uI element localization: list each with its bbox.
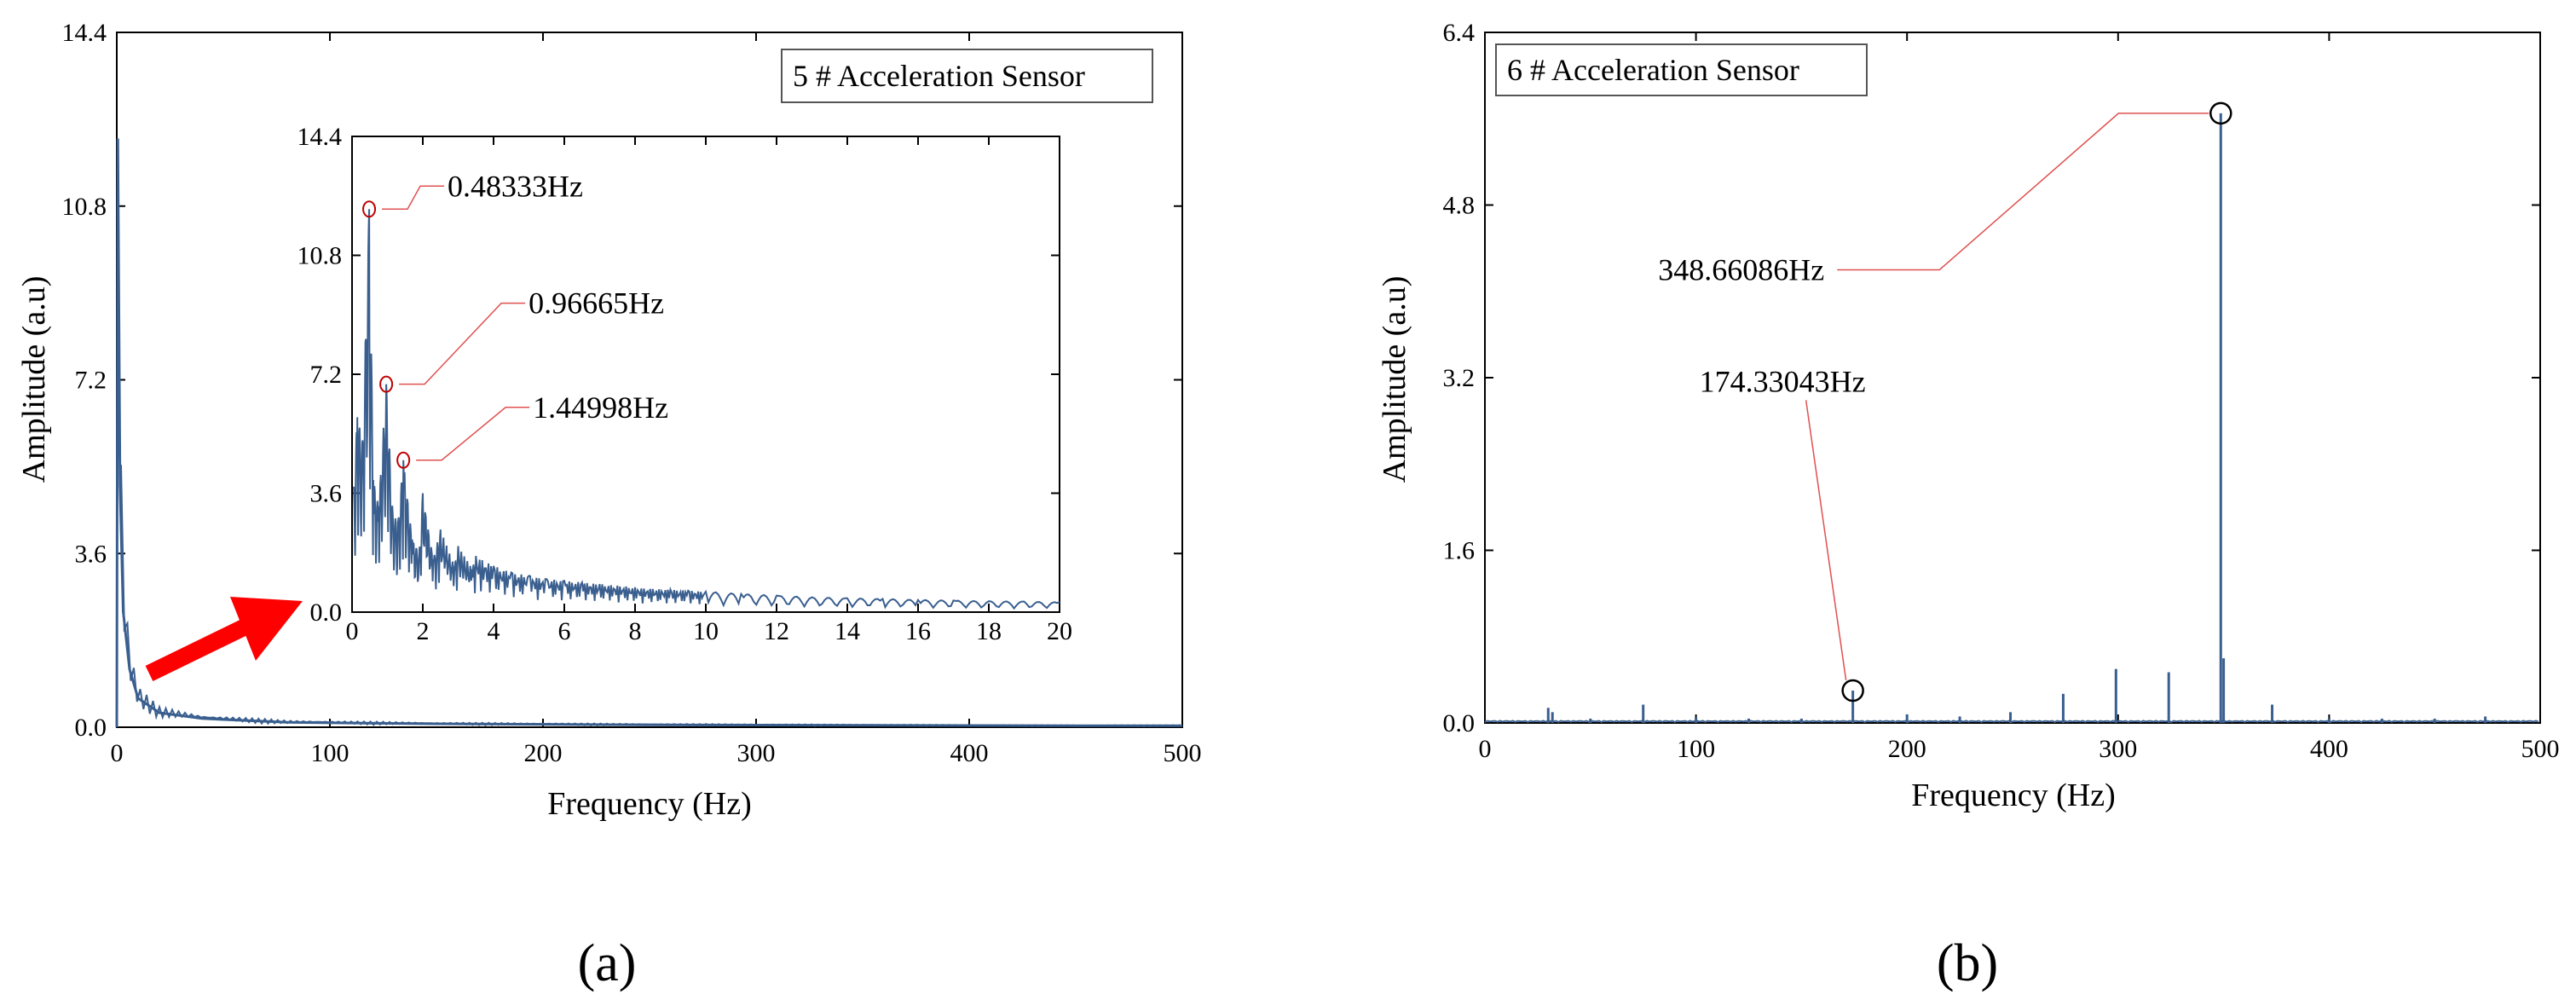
- panel-label-b: (b): [1937, 934, 1998, 992]
- inset-chart-a: 0 2 4 6 8 10 12 14 16 18 20 0.0 3.6 7.2 10.8 14.4 0.483…: [297, 123, 1073, 645]
- peak-label-b-0: 174.33043Hz: [1700, 364, 1866, 398]
- series-noise-a: [120, 465, 1183, 728]
- series-line-a: [115, 138, 1183, 728]
- axis-ticks-b: 0 100 200 300 400 500 0.0 1.6 3.2 4.8 6.4: [1443, 19, 2560, 763]
- y-axis-title-a: Amplitude (a.u): [16, 276, 52, 483]
- panel-label-a: (a): [578, 934, 637, 992]
- inset-x-tick-label-5: 10: [693, 617, 719, 645]
- inset-peak-marker-2: [396, 451, 411, 469]
- inset-y-tick-label-0: 0.0: [310, 598, 343, 627]
- legend-box-b: [1495, 43, 1868, 96]
- inset-series-line: [353, 209, 1060, 610]
- b-x-tick-label-0: 0: [1479, 735, 1492, 763]
- peak-marker-b-0: [1841, 679, 1864, 702]
- inset-spectrum-path: [353, 209, 1060, 610]
- zoom-arrow-icon: [145, 597, 303, 681]
- b-y-tick-label-2: 3.2: [1443, 364, 1476, 392]
- inset-peak-leader-0: [382, 185, 445, 210]
- a-y-tick-label-0: 0.0: [75, 714, 107, 742]
- legend-box-a: [781, 49, 1153, 103]
- a-y-tick-label-4: 14.4: [62, 19, 107, 47]
- legend-text-b: 6 # Acceleration Sensor: [1507, 53, 1799, 87]
- a-x-tick-label-3: 300: [737, 739, 776, 767]
- b-y-tick-label-4: 6.4: [1443, 19, 1476, 47]
- inset-peak-leader-2: [416, 407, 530, 461]
- inset-y-tick-label-2: 7.2: [310, 361, 343, 389]
- b-x-tick-label-3: 300: [2099, 735, 2137, 763]
- x-axis-title-a: Frequency (Hz): [547, 786, 752, 822]
- peak-label-b-1: 348.66086Hz: [1658, 252, 1824, 286]
- b-y-tick-label-1: 1.6: [1443, 537, 1476, 565]
- x-axis-title-b: Frequency (Hz): [1911, 778, 2116, 813]
- inset-peak-label-0: 0.48333Hz: [448, 169, 583, 203]
- inset-x-tick-label-7: 14: [835, 617, 860, 645]
- inset-x-tick-label-1: 2: [417, 617, 430, 645]
- series-line-b: [1484, 113, 2539, 724]
- inset-y-tick-label-3: 10.8: [297, 242, 343, 270]
- b-y-tick-label-3: 4.8: [1443, 192, 1476, 220]
- inset-peak-label-1: 0.96665Hz: [528, 286, 664, 321]
- a-x-tick-label-4: 400: [950, 739, 989, 767]
- chart-panel-b: 0 100 200 300 400 500 0.0 1.6 3.2 4.8 6.4 174.3304…: [1377, 19, 2560, 992]
- b-x-tick-label-4: 400: [2310, 735, 2348, 763]
- peak-marker-b-1: [2209, 101, 2232, 125]
- inset-x-tick-label-3: 6: [558, 617, 571, 645]
- a-x-tick-label-1: 100: [311, 739, 349, 767]
- inset-peak-annotations: 0.48333Hz 0.96665Hz 1.44998Hz: [362, 169, 668, 469]
- inset-x-tick-label-2: 4: [488, 617, 500, 645]
- a-x-tick-label-2: 200: [524, 739, 563, 767]
- inset-x-tick-label-4: 8: [629, 617, 642, 645]
- b-x-tick-label-2: 200: [1888, 735, 1926, 763]
- legend-text-a: 5 # Acceleration Sensor: [793, 59, 1085, 93]
- peak-leader-b-0: [1805, 400, 1847, 681]
- inset-x-tick-label-8: 16: [905, 617, 931, 645]
- inset-axis-ticks: 0 2 4 6 8 10 12 14 16 18 20 0.0 3.6 7.2 10.8 14.4: [297, 123, 1073, 645]
- inset-x-tick-label-10: 20: [1047, 617, 1072, 645]
- peak-leader-b-1: [1837, 113, 2209, 271]
- inset-peak-leader-1: [399, 302, 526, 385]
- a-y-tick-label-3: 10.8: [62, 193, 107, 221]
- b-x-tick-label-1: 100: [1677, 735, 1715, 763]
- a-x-tick-label-0: 0: [111, 739, 124, 767]
- inset-x-tick-label-6: 12: [764, 617, 789, 645]
- b-x-tick-label-5: 500: [2521, 735, 2560, 763]
- y-axis-title-b: Amplitude (a.u): [1377, 276, 1412, 483]
- inset-peak-marker-0: [362, 200, 377, 218]
- inset-x-tick-label-9: 18: [976, 617, 1002, 645]
- inset-y-tick-label-1: 3.6: [310, 480, 343, 508]
- peak-annotations-b: 174.33043Hz 348.66086Hz: [1658, 101, 2232, 702]
- inset-background: [352, 136, 1060, 612]
- inset-x-tick-label-0: 0: [346, 617, 359, 645]
- inset-y-tick-label-4: 14.4: [297, 123, 343, 151]
- inset-peak-label-2: 1.44998Hz: [533, 390, 668, 425]
- b-y-tick-label-0: 0.0: [1443, 709, 1476, 737]
- inset-peak-marker-1: [379, 375, 394, 393]
- a-y-tick-label-2: 7.2: [75, 367, 107, 395]
- a-y-tick-label-1: 3.6: [75, 540, 107, 568]
- a-x-tick-label-5: 500: [1164, 739, 1202, 767]
